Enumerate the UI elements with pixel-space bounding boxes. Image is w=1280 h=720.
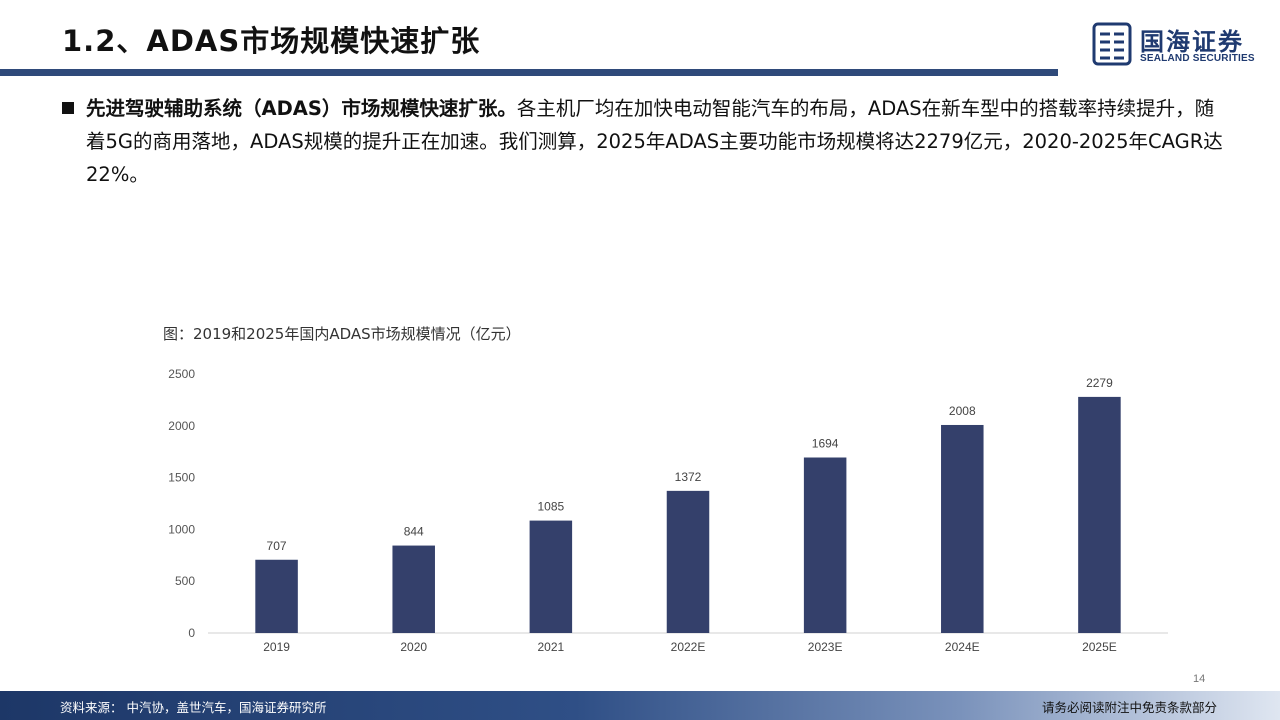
bar bbox=[255, 559, 298, 633]
sealand-logo-icon bbox=[1092, 22, 1132, 66]
bar bbox=[529, 520, 573, 633]
data-label: 1085 bbox=[538, 500, 565, 514]
page-number: 14 bbox=[1193, 673, 1206, 685]
x-tick-label: 2025E bbox=[1082, 640, 1117, 654]
summary-bullet: 先进驾驶辅助系统（ADAS）市场规模快速扩张。各主机厂均在加快电动智能汽车的布局… bbox=[62, 92, 1232, 191]
x-tick-label: 2021 bbox=[538, 640, 565, 654]
bar bbox=[1078, 396, 1121, 633]
logo-text-cn: 国海证券 bbox=[1140, 28, 1244, 56]
bar bbox=[392, 545, 435, 633]
bar bbox=[803, 457, 847, 633]
y-tick-label: 2500 bbox=[168, 367, 195, 381]
chart-title: 图：2019和2025年国内ADAS市场规模情况（亿元） bbox=[163, 325, 521, 343]
x-tick-label: 2019 bbox=[263, 640, 290, 654]
footer-bar bbox=[0, 691, 1280, 720]
company-logo: 国海证券 SEALAND SECURITIES bbox=[1092, 22, 1272, 68]
data-label: 2279 bbox=[1086, 376, 1113, 390]
x-tick-label: 2020 bbox=[400, 640, 427, 654]
bar bbox=[941, 424, 984, 633]
y-tick-label: 2000 bbox=[168, 419, 195, 433]
data-label: 707 bbox=[267, 539, 287, 553]
y-tick-label: 0 bbox=[188, 626, 195, 640]
data-label: 1372 bbox=[675, 470, 702, 484]
x-tick-label: 2024E bbox=[945, 640, 980, 654]
y-tick-label: 1000 bbox=[168, 522, 195, 536]
x-tick-label: 2022E bbox=[671, 640, 706, 654]
bullet-body: 各主机厂均在加快电动智能汽车的布局，ADAS在新车型中的搭载率持续提升，随着5G… bbox=[86, 97, 1223, 186]
y-tick-label: 1500 bbox=[168, 471, 195, 485]
bar-chart: 0 500 1000 1500 2000 2500 707 2019 844 2020 1085 20… bbox=[168, 367, 1168, 654]
data-label: 1694 bbox=[812, 437, 839, 451]
data-label: 844 bbox=[404, 525, 424, 539]
page-title: 1.2、ADAS市场规模快速扩张 bbox=[62, 24, 481, 58]
bullet-square-icon bbox=[62, 102, 74, 114]
x-tick-label: 2023E bbox=[808, 640, 843, 654]
logo-text-en: SEALAND SECURITIES bbox=[1140, 53, 1255, 64]
bullet-text: 先进驾驶辅助系统（ADAS）市场规模快速扩张。各主机厂均在加快电动智能汽车的布局… bbox=[86, 92, 1232, 191]
y-tick-label: 500 bbox=[175, 574, 195, 588]
title-divider bbox=[0, 69, 1058, 76]
bullet-lead: 先进驾驶辅助系统（ADAS）市场规模快速扩张。 bbox=[86, 97, 517, 120]
footer-source: 资料来源： 中汽协，盖世汽车，国海证券研究所 bbox=[60, 700, 327, 715]
data-label: 2008 bbox=[949, 404, 976, 418]
footer-disclaimer: 请务必阅读附注中免责条款部分 bbox=[1042, 700, 1218, 715]
bar bbox=[666, 490, 710, 633]
